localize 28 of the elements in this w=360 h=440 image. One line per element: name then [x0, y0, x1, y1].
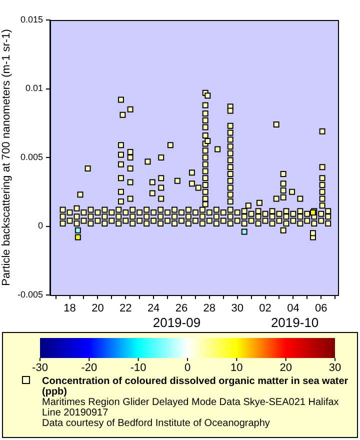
x-tick-label: 06: [315, 302, 328, 315]
x-tick-label: 28: [203, 302, 216, 315]
y-tick-label: 0.005: [20, 152, 43, 162]
color-bar-label: -30: [32, 362, 48, 374]
y-tick-label: 0.01: [25, 83, 43, 94]
color-bar-label: 0: [184, 362, 191, 374]
color-bar-label: 30: [328, 362, 342, 374]
text: Data courtesy of Bedford Institute of Oceanography: [42, 418, 270, 429]
color-bar-title: Concentration of coloured dissolved organic matter in sea water (ppb): [42, 376, 348, 398]
x-tick-label: 26: [175, 302, 188, 315]
color-bar-label: -10: [130, 362, 146, 374]
y-tick-label: -0.005: [17, 289, 43, 300]
x-tick-label: 24: [147, 302, 160, 315]
text: 2019-10: [270, 315, 319, 330]
x-tick-label: 02: [259, 302, 272, 315]
x-tick-label: 20: [92, 302, 104, 315]
text: 2019-09: [152, 315, 201, 330]
color-bar-label: 20: [280, 362, 292, 374]
x-tick-label: 30: [231, 302, 244, 315]
x-tick-label: 04: [287, 302, 300, 315]
x-tick-label: 18: [64, 302, 76, 315]
text: Maritimes Region Glider Delayed Mode Data Skye-SEA021 Halifax Line 20190917: [42, 397, 339, 418]
color-bar-label: -20: [81, 362, 98, 374]
y-tick-label: 0.015: [20, 14, 43, 24]
y-axis-title: Particle backscattering at 700 nanometers (m-1 sr-1): [0, 29, 13, 286]
color-bar-label: 10: [230, 362, 243, 374]
x-tick-label: 22: [120, 302, 132, 315]
y-tick-label: 0: [38, 220, 43, 231]
